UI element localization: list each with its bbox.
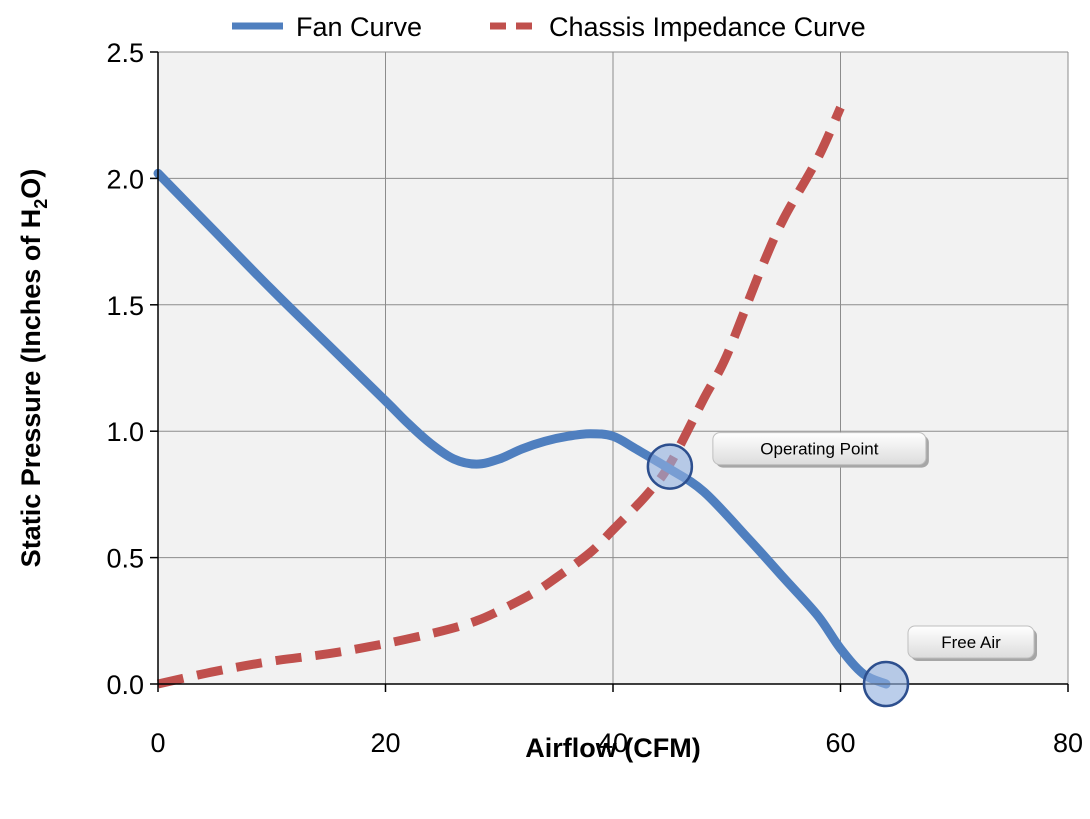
x-tick-label: 60 <box>825 728 855 758</box>
y-axis-title-suffix: O) <box>16 169 46 199</box>
y-tick-label: 0.5 <box>106 544 144 574</box>
legend-label-fan-curve: Fan Curve <box>296 12 422 42</box>
x-tick-label: 0 <box>150 728 165 758</box>
x-axis-title: Airflow (CFM) <box>525 733 700 763</box>
legend: Fan Curve Chassis Impedance Curve <box>232 12 866 42</box>
marker-operating-point <box>646 443 694 490</box>
y-tick-label: 0.0 <box>106 670 144 700</box>
grid <box>158 51 1069 684</box>
x-ticks: 0 20 40 60 80 <box>150 684 1083 758</box>
y-tick-label: 2.0 <box>106 164 144 194</box>
annotations: Operating Point Free Air <box>646 432 1037 708</box>
y-axis-title: Static Pressure (Inches of H2O) <box>16 169 51 568</box>
y-axis-title-prefix: Static Pressure (Inches of H <box>16 209 46 568</box>
callout-box-operating-point <box>712 432 927 466</box>
callout-box-free-air <box>907 625 1035 659</box>
series-line-fan-curve <box>153 168 891 689</box>
x-tick-label: 80 <box>1053 728 1083 758</box>
marker-free-air <box>862 660 910 708</box>
x-tick-label: 20 <box>370 728 400 758</box>
y-tick-label: 2.5 <box>106 38 144 68</box>
legend-label-chassis-impedance-curve: Chassis Impedance Curve <box>549 12 866 42</box>
callout-label-operating-point: Operating Point <box>760 440 878 459</box>
series-line-chassis-impedance-curve <box>157 105 845 689</box>
series-layer <box>153 105 891 689</box>
y-ticks: 0.0 0.5 1.0 1.5 2.0 2.5 <box>106 38 158 700</box>
y-axis-title-subscript: 2 <box>31 199 51 209</box>
callout-label-free-air: Free Air <box>941 633 1001 652</box>
x-tick-label: 40 <box>598 728 628 758</box>
y-tick-label: 1.5 <box>106 291 144 321</box>
y-tick-label: 1.0 <box>106 417 144 447</box>
